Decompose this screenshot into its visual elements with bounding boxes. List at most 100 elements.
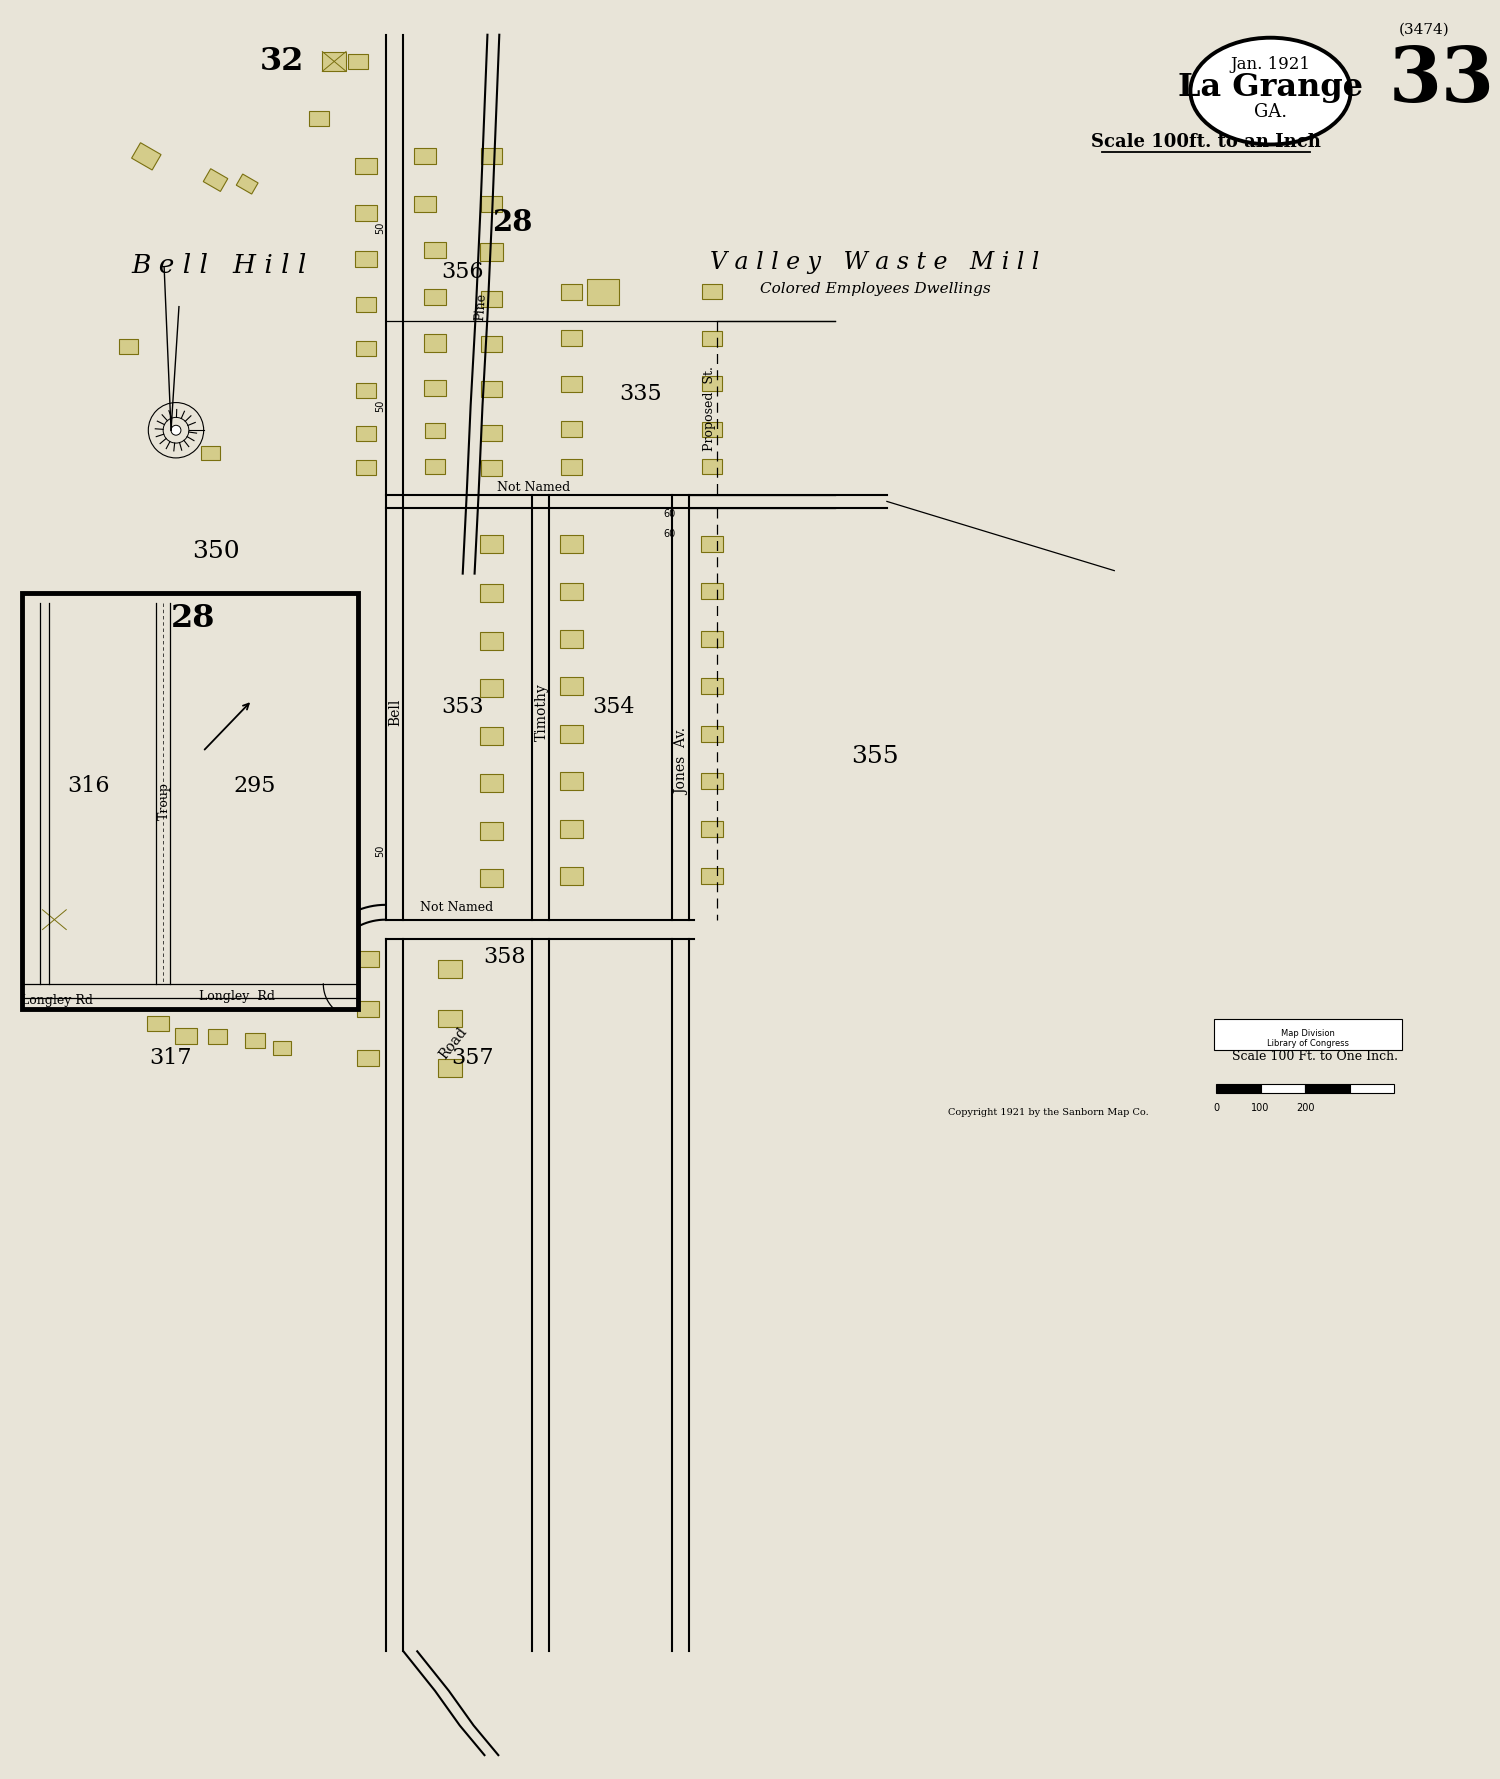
Text: Troup: Troup [158,783,171,820]
Bar [424,288,445,304]
Text: 200: 200 [1296,1103,1314,1112]
Polygon shape [132,142,160,171]
Bar [356,158,376,174]
Text: Jan. 1921: Jan. 1921 [1230,55,1311,73]
Bar [560,724,584,742]
Bar [561,285,582,299]
Bar [273,1041,291,1055]
Text: Scale 100 Ft. to One Inch.: Scale 100 Ft. to One Inch. [1232,1050,1398,1062]
Text: 350: 350 [192,541,240,564]
Bar [480,680,504,697]
Bar [700,774,723,790]
Bar [356,382,375,398]
Text: 353: 353 [441,696,485,719]
Bar [118,338,138,354]
Bar [561,375,582,391]
Bar [700,632,723,648]
Bar [560,820,584,838]
Bar [480,535,504,553]
Bar [561,459,582,475]
Text: Bell: Bell [388,699,402,726]
Bar [702,285,721,299]
Bar [207,1028,228,1044]
Bar [356,342,375,356]
Bar [357,952,378,968]
Text: 358: 358 [483,946,525,968]
Bar [1305,1083,1350,1092]
Bar [480,870,504,888]
Bar [560,630,584,648]
Bar [438,961,462,978]
Bar [480,822,504,840]
Text: 28: 28 [171,603,214,633]
Text: 357: 357 [452,1048,494,1069]
Text: Not Named: Not Named [498,480,570,495]
Bar [190,683,214,701]
Bar [357,1002,378,1016]
Bar [700,726,723,742]
Text: 50: 50 [375,221,386,233]
Polygon shape [204,169,228,192]
Bar [190,870,214,888]
Text: Pine: Pine [472,292,488,320]
Bar [42,639,66,656]
Bar [702,422,721,436]
Bar [424,423,445,438]
Bar [424,242,445,258]
Text: Map Division
Library of Congress: Map Division Library of Congress [1268,1028,1348,1048]
Text: 60: 60 [663,509,675,519]
Bar [560,535,584,553]
Bar [1260,1083,1305,1092]
Bar [348,53,368,69]
Text: B e l l   H i l l: B e l l H i l l [132,253,308,278]
Text: 0: 0 [1214,1103,1219,1112]
Bar [1214,1019,1402,1050]
Text: Jones  Av.: Jones Av. [675,728,688,795]
Text: 50: 50 [375,398,386,411]
Bar [560,772,584,790]
Bar [1350,1083,1394,1092]
Bar [561,331,582,347]
Bar [42,909,66,930]
Text: 317: 317 [148,1048,192,1069]
Bar [561,422,582,438]
Circle shape [171,425,182,436]
Bar [560,678,584,696]
Text: 33: 33 [1389,44,1494,117]
Bar [424,379,445,395]
Bar [190,777,214,795]
Text: Longley  Rd: Longley Rd [200,991,276,1003]
Bar [480,425,502,441]
Bar [480,461,502,475]
Ellipse shape [1191,37,1350,144]
Bar [190,731,214,749]
Bar [438,1010,462,1028]
Bar [700,584,723,600]
Text: 356: 356 [441,262,485,283]
Text: La Grange: La Grange [1178,71,1364,103]
Bar [480,381,502,397]
Text: Longley Rd: Longley Rd [21,994,93,1007]
Text: Not Named: Not Named [420,902,494,914]
Polygon shape [237,174,258,194]
Text: 335: 335 [620,382,662,404]
Bar [700,678,723,694]
Text: Timothy: Timothy [536,683,549,740]
Bar [702,459,721,475]
Bar [309,112,328,126]
Bar [702,377,721,391]
Bar [356,205,376,221]
Text: Scale 100ft. to an Inch: Scale 100ft. to an Inch [1092,132,1322,151]
Bar [480,585,504,603]
Bar [42,870,66,888]
Text: 295: 295 [234,776,276,797]
Bar [424,334,445,352]
Bar [414,196,436,212]
Bar [201,445,220,461]
Text: 50: 50 [375,845,386,857]
Bar [700,868,723,884]
Text: Proposed  St.: Proposed St. [704,366,717,450]
Bar [414,148,436,164]
Text: 100: 100 [1251,1103,1270,1112]
Bar [356,461,375,475]
